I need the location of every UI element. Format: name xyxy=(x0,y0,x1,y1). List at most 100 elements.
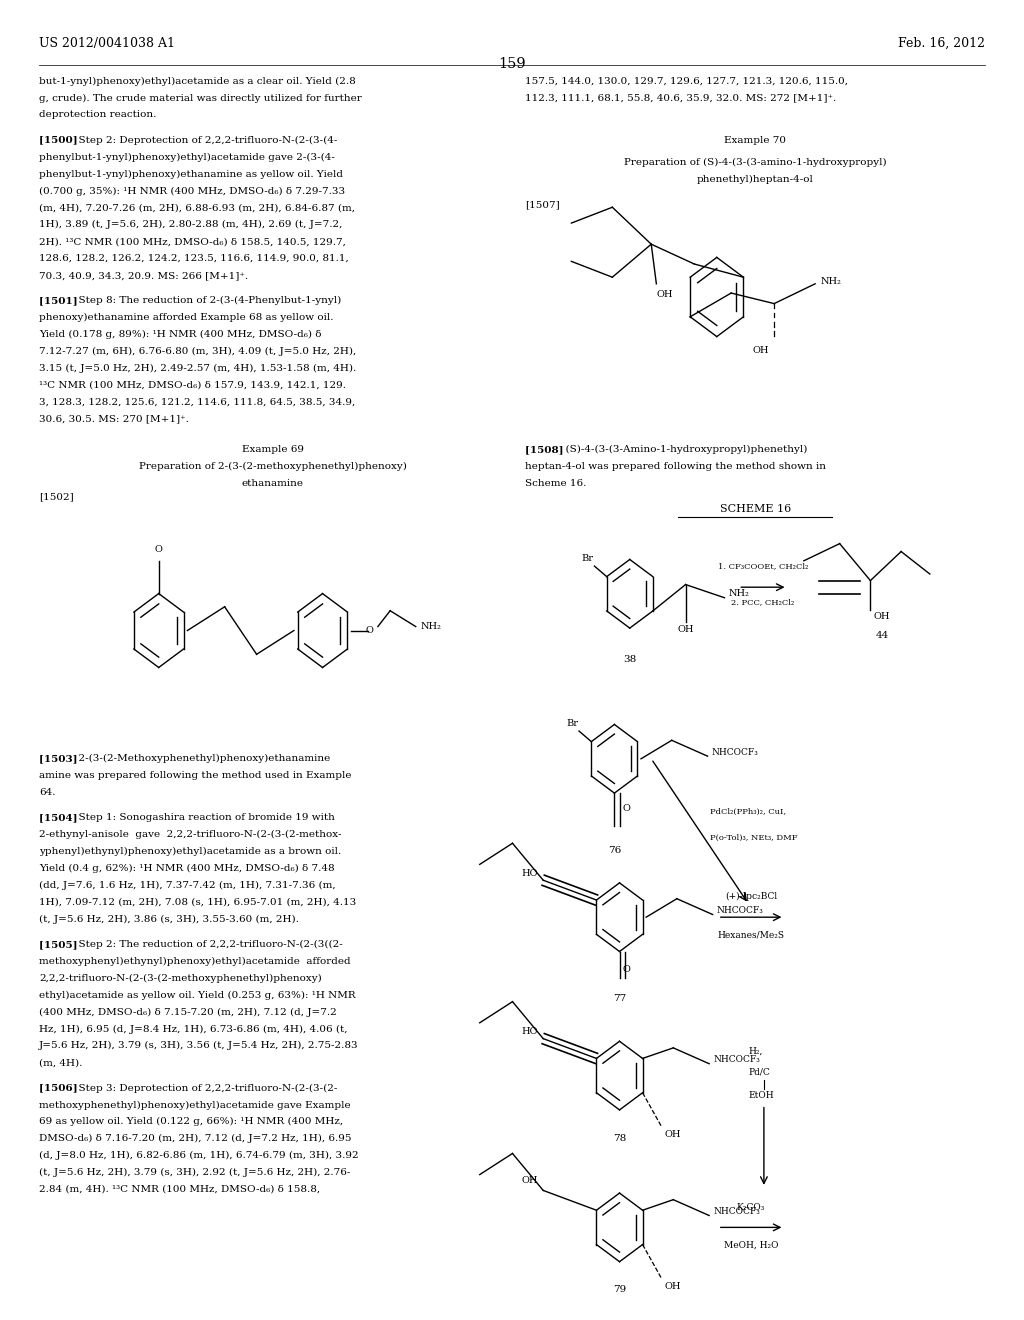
Text: 2.84 (m, 4H). ¹³C NMR (100 MHz, DMSO-d₆) δ 158.8,: 2.84 (m, 4H). ¹³C NMR (100 MHz, DMSO-d₆)… xyxy=(39,1185,321,1193)
Text: OH: OH xyxy=(656,290,673,300)
Text: Scheme 16.: Scheme 16. xyxy=(525,479,587,487)
Text: (S)-4-(3-(3-Amino-1-hydroxypropyl)phenethyl): (S)-4-(3-(3-Amino-1-hydroxypropyl)phenet… xyxy=(559,445,807,454)
Text: [1502]: [1502] xyxy=(39,492,74,502)
Text: 112.3, 111.1, 68.1, 55.8, 40.6, 35.9, 32.0. MS: 272 [M+1]⁺.: 112.3, 111.1, 68.1, 55.8, 40.6, 35.9, 32… xyxy=(525,94,837,103)
Text: 2-ethynyl-anisole  gave  2,2,2-trifluoro-N-(2-(3-(2-methox-: 2-ethynyl-anisole gave 2,2,2-trifluoro-N… xyxy=(39,830,341,840)
Text: g, crude). The crude material was directly utilized for further: g, crude). The crude material was direct… xyxy=(39,94,361,103)
Text: NHCOCF₃: NHCOCF₃ xyxy=(717,906,764,915)
Text: yphenyl)ethynyl)phenoxy)ethyl)acetamide as a brown oil.: yphenyl)ethynyl)phenoxy)ethyl)acetamide … xyxy=(39,847,341,857)
Text: ethanamine: ethanamine xyxy=(242,479,304,487)
Text: (m, 4H).: (m, 4H). xyxy=(39,1059,82,1067)
Text: [1501]: [1501] xyxy=(39,296,81,305)
Text: Step 8: The reduction of 2-(3-(4-Phenylbut-1-ynyl): Step 8: The reduction of 2-(3-(4-Phenylb… xyxy=(73,296,341,305)
Text: (0.700 g, 35%): ¹H NMR (400 MHz, DMSO-d₆) δ 7.29-7.33: (0.700 g, 35%): ¹H NMR (400 MHz, DMSO-d₆… xyxy=(39,186,345,195)
Text: Preparation of (S)-4-(3-(3-amino-1-hydroxypropyl): Preparation of (S)-4-(3-(3-amino-1-hydro… xyxy=(624,157,887,166)
Text: [1504]: [1504] xyxy=(39,813,81,822)
Text: O: O xyxy=(623,965,631,974)
Text: NHCOCF₃: NHCOCF₃ xyxy=(714,1055,760,1064)
Text: 3.15 (t, J=5.0 Hz, 2H), 2.49-2.57 (m, 4H), 1.53-1.58 (m, 4H).: 3.15 (t, J=5.0 Hz, 2H), 2.49-2.57 (m, 4H… xyxy=(39,364,356,374)
Text: 77: 77 xyxy=(613,994,626,1003)
Text: O: O xyxy=(623,804,631,813)
Text: 2,2,2-trifluoro-N-(2-(3-(2-methoxyphenethyl)phenoxy): 2,2,2-trifluoro-N-(2-(3-(2-methoxyphenet… xyxy=(39,974,322,983)
Text: NHCOCF₃: NHCOCF₃ xyxy=(712,747,759,756)
Text: NH₂: NH₂ xyxy=(820,277,841,285)
Text: DMSO-d₆) δ 7.16-7.20 (m, 2H), 7.12 (d, J=7.2 Hz, 1H), 6.95: DMSO-d₆) δ 7.16-7.20 (m, 2H), 7.12 (d, J… xyxy=(39,1134,351,1143)
Text: NH₂: NH₂ xyxy=(729,589,750,598)
Text: OH: OH xyxy=(521,1176,538,1185)
Text: Step 3: Deprotection of 2,2,2-trifluoro-N-(2-(3-(2-: Step 3: Deprotection of 2,2,2-trifluoro-… xyxy=(73,1084,338,1093)
Text: MeOH, H₂O: MeOH, H₂O xyxy=(724,1241,778,1250)
Text: Yield (0.178 g, 89%): ¹H NMR (400 MHz, DMSO-d₆) δ: Yield (0.178 g, 89%): ¹H NMR (400 MHz, D… xyxy=(39,330,322,339)
Text: 76: 76 xyxy=(608,846,621,855)
Text: (t, J=5.6 Hz, 2H), 3.79 (s, 3H), 2.92 (t, J=5.6 Hz, 2H), 2.76-: (t, J=5.6 Hz, 2H), 3.79 (s, 3H), 2.92 (t… xyxy=(39,1168,350,1177)
Text: 69 as yellow oil. Yield (0.122 g, 66%): ¹H NMR (400 MHz,: 69 as yellow oil. Yield (0.122 g, 66%): … xyxy=(39,1117,343,1126)
Text: Hexanes/Me₂S: Hexanes/Me₂S xyxy=(718,931,784,940)
Text: 30.6, 30.5. MS: 270 [M+1]⁺.: 30.6, 30.5. MS: 270 [M+1]⁺. xyxy=(39,414,188,424)
Text: Example 70: Example 70 xyxy=(724,136,786,145)
Text: 1H), 3.89 (t, J=5.6, 2H), 2.80-2.88 (m, 4H), 2.69 (t, J=7.2,: 1H), 3.89 (t, J=5.6, 2H), 2.80-2.88 (m, … xyxy=(39,220,342,230)
Text: PdCl₂(PPh₃)₂, CuI,: PdCl₂(PPh₃)₂, CuI, xyxy=(711,808,786,816)
Text: P(o-Tol)₃, NEt₃, DMF: P(o-Tol)₃, NEt₃, DMF xyxy=(711,834,798,842)
Text: OH: OH xyxy=(753,346,769,355)
Text: (400 MHz, DMSO-d₆) δ 7.15-7.20 (m, 2H), 7.12 (d, J=7.2: (400 MHz, DMSO-d₆) δ 7.15-7.20 (m, 2H), … xyxy=(39,1007,337,1016)
Text: 44: 44 xyxy=(876,631,889,640)
Text: EtOH: EtOH xyxy=(749,1092,774,1101)
Text: ¹³C NMR (100 MHz, DMSO-d₆) δ 157.9, 143.9, 142.1, 129.: ¹³C NMR (100 MHz, DMSO-d₆) δ 157.9, 143.… xyxy=(39,380,346,389)
Text: H₂,: H₂, xyxy=(749,1047,763,1056)
Text: [1506]: [1506] xyxy=(39,1084,81,1093)
Text: deprotection reaction.: deprotection reaction. xyxy=(39,111,157,119)
Text: [1505]: [1505] xyxy=(39,940,81,949)
Text: 64.: 64. xyxy=(39,788,55,797)
Text: 1. CF₃COOEt, CH₂Cl₂: 1. CF₃COOEt, CH₂Cl₂ xyxy=(718,562,808,570)
Text: 7.12-7.27 (m, 6H), 6.76-6.80 (m, 3H), 4.09 (t, J=5.0 Hz, 2H),: 7.12-7.27 (m, 6H), 6.76-6.80 (m, 3H), 4.… xyxy=(39,347,356,356)
Text: phenoxy)ethanamine afforded Example 68 as yellow oil.: phenoxy)ethanamine afforded Example 68 a… xyxy=(39,313,334,322)
Text: OH: OH xyxy=(677,626,694,635)
Text: 2H). ¹³C NMR (100 MHz, DMSO-d₆) δ 158.5, 140.5, 129.7,: 2H). ¹³C NMR (100 MHz, DMSO-d₆) δ 158.5,… xyxy=(39,238,346,246)
Text: OH: OH xyxy=(665,1130,681,1139)
Text: phenethyl)heptan-4-ol: phenethyl)heptan-4-ol xyxy=(696,174,814,183)
Text: HO: HO xyxy=(521,869,538,878)
Text: (+)-Ipc₂BCl: (+)-Ipc₂BCl xyxy=(725,892,777,902)
Text: Hz, 1H), 6.95 (d, J=8.4 Hz, 1H), 6.73-6.86 (m, 4H), 4.06 (t,: Hz, 1H), 6.95 (d, J=8.4 Hz, 1H), 6.73-6.… xyxy=(39,1024,347,1034)
Text: (t, J=5.6 Hz, 2H), 3.86 (s, 3H), 3.55-3.60 (m, 2H).: (t, J=5.6 Hz, 2H), 3.86 (s, 3H), 3.55-3.… xyxy=(39,915,299,924)
Text: J=5.6 Hz, 2H), 3.79 (s, 3H), 3.56 (t, J=5.4 Hz, 2H), 2.75-2.83: J=5.6 Hz, 2H), 3.79 (s, 3H), 3.56 (t, J=… xyxy=(39,1041,358,1051)
Text: Preparation of 2-(3-(2-methoxyphenethyl)phenoxy): Preparation of 2-(3-(2-methoxyphenethyl)… xyxy=(139,462,407,471)
Text: Step 1: Sonogashira reaction of bromide 19 with: Step 1: Sonogashira reaction of bromide … xyxy=(73,813,335,822)
Text: 79: 79 xyxy=(613,1286,626,1295)
Text: OH: OH xyxy=(665,1282,681,1291)
Text: Yield (0.4 g, 62%): ¹H NMR (400 MHz, DMSO-d₆) δ 7.48: Yield (0.4 g, 62%): ¹H NMR (400 MHz, DMS… xyxy=(39,863,335,873)
Text: O: O xyxy=(366,626,374,635)
Text: Br: Br xyxy=(582,554,593,564)
Text: 3, 128.3, 128.2, 125.6, 121.2, 114.6, 111.8, 64.5, 38.5, 34.9,: 3, 128.3, 128.2, 125.6, 121.2, 114.6, 11… xyxy=(39,397,355,407)
Text: SCHEME 16: SCHEME 16 xyxy=(720,504,791,513)
Text: methoxyphenyl)ethynyl)phenoxy)ethyl)acetamide  afforded: methoxyphenyl)ethynyl)phenoxy)ethyl)acet… xyxy=(39,957,350,966)
Text: 70.3, 40.9, 34.3, 20.9. MS: 266 [M+1]⁺.: 70.3, 40.9, 34.3, 20.9. MS: 266 [M+1]⁺. xyxy=(39,271,248,280)
Text: phenylbut-1-ynyl)phenoxy)ethanamine as yellow oil. Yield: phenylbut-1-ynyl)phenoxy)ethanamine as y… xyxy=(39,169,343,178)
Text: NHCOCF₃: NHCOCF₃ xyxy=(714,1206,760,1216)
Text: Step 2: Deprotection of 2,2,2-trifluoro-N-(2-(3-(4-: Step 2: Deprotection of 2,2,2-trifluoro-… xyxy=(73,136,338,145)
Text: ethyl)acetamide as yellow oil. Yield (0.253 g, 63%): ¹H NMR: ethyl)acetamide as yellow oil. Yield (0.… xyxy=(39,990,355,999)
Text: 157.5, 144.0, 130.0, 129.7, 129.6, 127.7, 121.3, 120.6, 115.0,: 157.5, 144.0, 130.0, 129.7, 129.6, 127.7… xyxy=(525,77,848,86)
Text: (m, 4H), 7.20-7.26 (m, 2H), 6.88-6.93 (m, 2H), 6.84-6.87 (m,: (m, 4H), 7.20-7.26 (m, 2H), 6.88-6.93 (m… xyxy=(39,203,355,213)
Text: [1500]: [1500] xyxy=(39,136,81,145)
Text: (d, J=8.0 Hz, 1H), 6.82-6.86 (m, 1H), 6.74-6.79 (m, 3H), 3.92: (d, J=8.0 Hz, 1H), 6.82-6.86 (m, 1H), 6.… xyxy=(39,1151,358,1160)
Text: 2. PCC, CH₂Cl₂: 2. PCC, CH₂Cl₂ xyxy=(731,598,795,606)
Text: US 2012/0041038 A1: US 2012/0041038 A1 xyxy=(39,37,175,50)
Text: (dd, J=7.6, 1.6 Hz, 1H), 7.37-7.42 (m, 1H), 7.31-7.36 (m,: (dd, J=7.6, 1.6 Hz, 1H), 7.37-7.42 (m, 1… xyxy=(39,880,336,890)
Text: K₂CO₃: K₂CO₃ xyxy=(737,1203,765,1212)
Text: 38: 38 xyxy=(624,655,636,664)
Text: but-1-ynyl)phenoxy)ethyl)acetamide as a clear oil. Yield (2.8: but-1-ynyl)phenoxy)ethyl)acetamide as a … xyxy=(39,77,355,86)
Text: OH: OH xyxy=(873,612,890,622)
Text: [1503]: [1503] xyxy=(39,754,81,763)
Text: 78: 78 xyxy=(613,1134,626,1143)
Text: 128.6, 128.2, 126.2, 124.2, 123.5, 116.6, 114.9, 90.0, 81.1,: 128.6, 128.2, 126.2, 124.2, 123.5, 116.6… xyxy=(39,253,348,263)
Text: heptan-4-ol was prepared following the method shown in: heptan-4-ol was prepared following the m… xyxy=(525,462,826,471)
Text: methoxyphenethyl)phenoxy)ethyl)acetamide gave Example: methoxyphenethyl)phenoxy)ethyl)acetamide… xyxy=(39,1101,350,1110)
Text: [1508]: [1508] xyxy=(525,445,567,454)
Text: NH₂: NH₂ xyxy=(421,622,441,631)
Text: HO: HO xyxy=(521,1027,538,1036)
Text: 2-(3-(2-Methoxyphenethyl)phenoxy)ethanamine: 2-(3-(2-Methoxyphenethyl)phenoxy)ethanam… xyxy=(73,754,331,763)
Text: [1507]: [1507] xyxy=(525,199,560,209)
Text: phenylbut-1-ynyl)phenoxy)ethyl)acetamide gave 2-(3-(4-: phenylbut-1-ynyl)phenoxy)ethyl)acetamide… xyxy=(39,153,335,162)
Text: 1H), 7.09-7.12 (m, 2H), 7.08 (s, 1H), 6.95-7.01 (m, 2H), 4.13: 1H), 7.09-7.12 (m, 2H), 7.08 (s, 1H), 6.… xyxy=(39,898,356,907)
